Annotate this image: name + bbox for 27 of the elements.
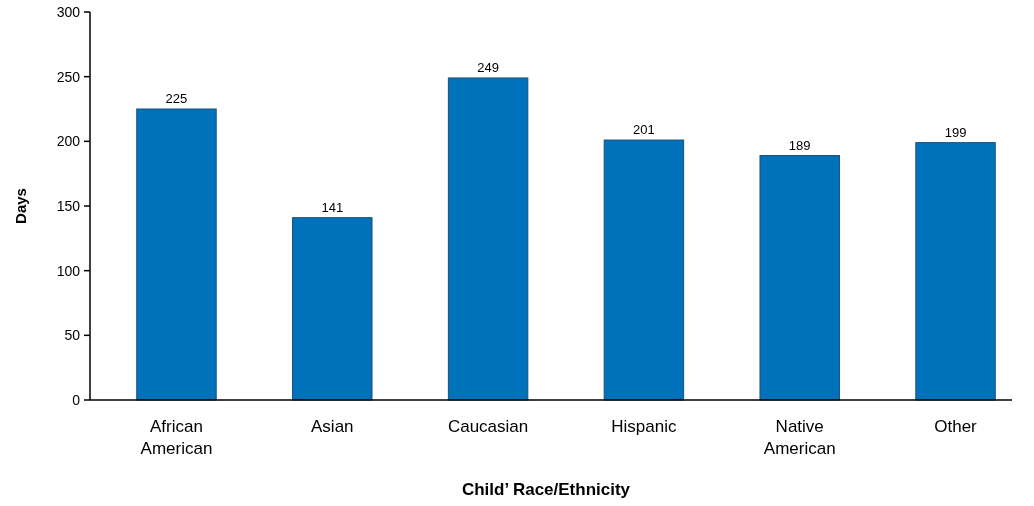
x-tick-label: Hispanic bbox=[611, 417, 677, 436]
bar bbox=[915, 142, 996, 401]
x-axis-title: Child’ Race/Ethnicity bbox=[461, 480, 631, 499]
y-tick-label: 150 bbox=[56, 197, 81, 214]
x-tick-label: Caucasian bbox=[447, 417, 529, 436]
y-tick-label: 250 bbox=[56, 68, 81, 85]
data-label: 225 bbox=[165, 91, 188, 106]
y-tick-label: 300 bbox=[56, 3, 81, 20]
y-axis-title: Days bbox=[12, 188, 29, 224]
y-tick-label: 100 bbox=[56, 262, 81, 279]
x-tick-label: Other bbox=[934, 417, 978, 436]
x-tick-label: Native American bbox=[763, 417, 836, 458]
x-tick-label: African American bbox=[140, 417, 213, 458]
bar bbox=[603, 139, 685, 401]
data-label: 189 bbox=[788, 137, 811, 153]
data-label: 201 bbox=[633, 122, 655, 138]
data-label: 249 bbox=[477, 59, 499, 75]
x-tick-label: Asian bbox=[311, 417, 354, 436]
y-tick-label: 0 bbox=[72, 391, 81, 408]
bar bbox=[136, 108, 217, 401]
bar bbox=[447, 77, 529, 401]
data-label: 141 bbox=[321, 199, 344, 215]
data-label: 199 bbox=[944, 124, 967, 140]
bar bbox=[292, 217, 373, 401]
y-tick-label: 50 bbox=[64, 327, 81, 344]
y-tick-label: 200 bbox=[56, 133, 81, 150]
bar bbox=[759, 155, 840, 401]
